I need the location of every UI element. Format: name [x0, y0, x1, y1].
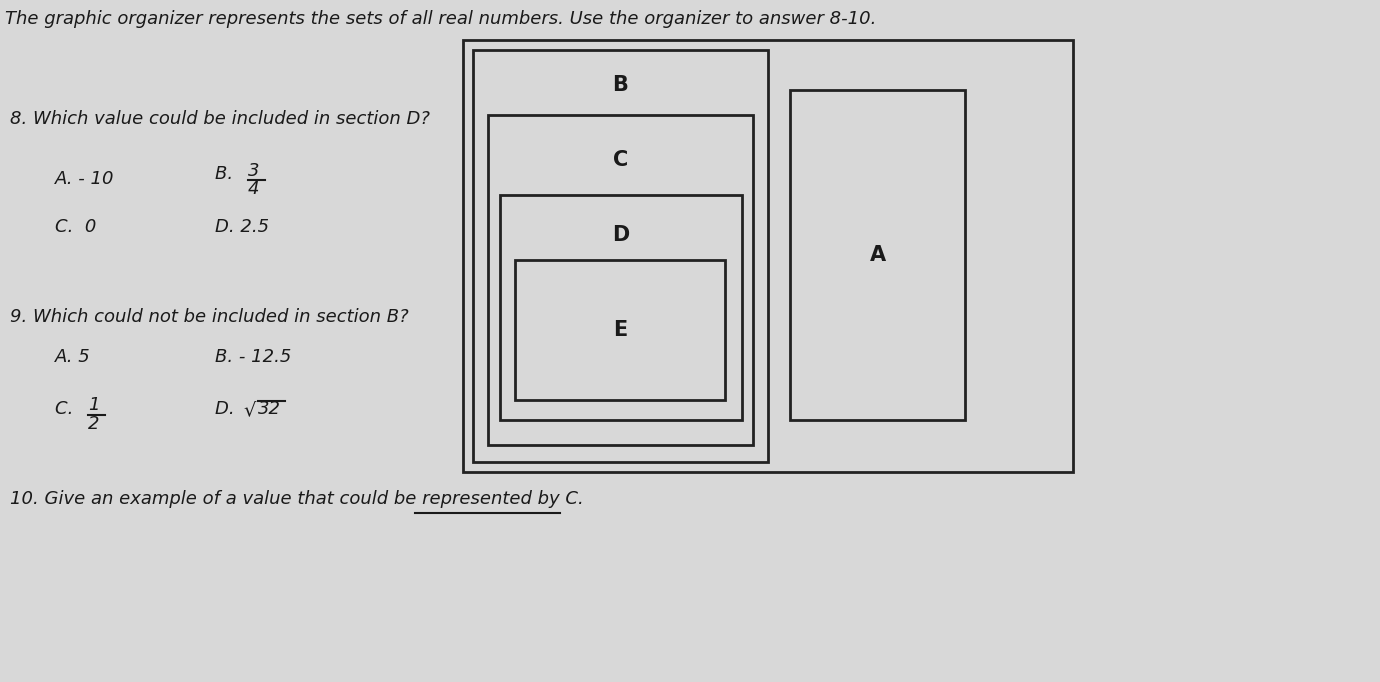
Text: E: E [613, 320, 627, 340]
Text: C.: C. [55, 400, 79, 418]
Text: B: B [613, 75, 628, 95]
Bar [515, 260, 724, 400]
Text: 32: 32 [258, 400, 282, 418]
Text: A. 5: A. 5 [55, 348, 91, 366]
Bar [473, 50, 769, 462]
Text: 2: 2 [88, 415, 99, 433]
Bar [500, 195, 742, 420]
Text: The graphic organizer represents the sets of all real numbers. Use the organizer: The graphic organizer represents the set… [6, 10, 876, 28]
Text: 8. Which value could be included in section D?: 8. Which value could be included in sect… [10, 110, 431, 128]
Text: B. - 12.5: B. - 12.5 [215, 348, 291, 366]
Text: D.: D. [215, 400, 240, 418]
Text: √: √ [243, 400, 255, 419]
Text: 9. Which could not be included in section B?: 9. Which could not be included in sectio… [10, 308, 408, 326]
Text: D: D [613, 225, 629, 245]
Bar [789, 90, 965, 420]
Text: C: C [613, 150, 628, 170]
Bar [464, 40, 1074, 472]
Text: C.  0: C. 0 [55, 218, 97, 236]
Text: 3: 3 [248, 162, 259, 180]
Text: A. - 10: A. - 10 [55, 170, 115, 188]
Text: D. 2.5: D. 2.5 [215, 218, 269, 236]
Text: A: A [869, 245, 886, 265]
Text: 4: 4 [248, 180, 259, 198]
Text: 1: 1 [88, 396, 99, 414]
Text: 10. Give an example of a value that could be represented by C.: 10. Give an example of a value that coul… [10, 490, 584, 508]
Text: B.: B. [215, 165, 239, 183]
Bar [489, 115, 753, 445]
